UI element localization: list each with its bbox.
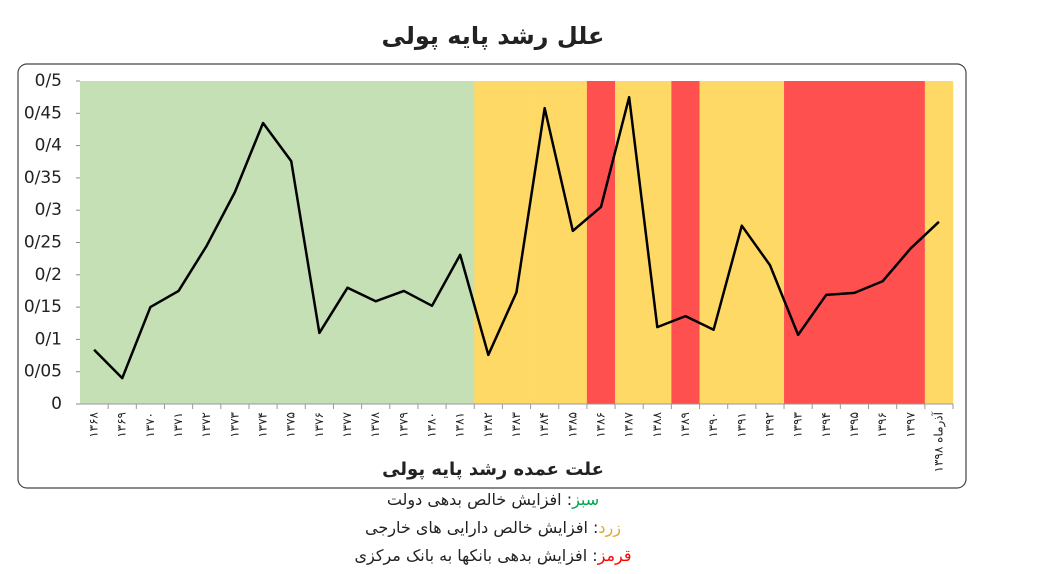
y-tick-label: 0/45 [24, 103, 62, 123]
legend-entry: قرمز: افزایش بدهی بانکها به بانک مرکزی [0, 546, 986, 565]
chart-frame [17, 63, 967, 489]
x-tick-label: ۱۳۸۵ [565, 412, 579, 438]
x-tick-label: ۱۳۹۲ [762, 412, 776, 438]
category-band [615, 81, 644, 404]
category-band [840, 81, 869, 404]
x-tick-label: ۱۳۷۰ [143, 412, 157, 438]
legend-color-name: سبز [572, 490, 600, 509]
x-tick-label: ۱۳۹۶ [875, 412, 889, 438]
category-band [305, 81, 334, 404]
category-band [277, 81, 306, 404]
category-band [164, 81, 193, 404]
x-tick-label: ۱۳۸۴ [537, 412, 551, 438]
chart-title: علل رشد پایه پولی [382, 22, 605, 50]
y-tick-label: 0/5 [35, 71, 62, 91]
category-band [558, 81, 588, 404]
category-band [671, 81, 700, 404]
x-tick-label: ۱۳۷۳ [227, 411, 241, 437]
category-band [417, 81, 447, 404]
y-tick-label: 0/15 [24, 297, 62, 317]
x-axis-title: علت عمده رشد پایه پولی [382, 459, 604, 480]
category-band [248, 81, 278, 404]
legend-text: : افزایش بدهی بانکها به بانک مرکزی [354, 546, 598, 565]
category-band [812, 81, 841, 404]
x-tick-label: ۱۳۷۱ [171, 412, 185, 438]
x-tick-label: ۱۳۶۸ [87, 411, 101, 437]
y-tick-label: 0/35 [24, 168, 62, 188]
y-tick-label: 0/25 [24, 233, 62, 253]
category-band [474, 81, 503, 404]
legend-entry: زرد: افزایش خالص دارایی های خارجی [0, 518, 986, 537]
category-band [446, 81, 475, 404]
y-tick-label: 0/2 [35, 265, 62, 285]
y-tick-label: 0/3 [35, 200, 62, 220]
x-tick-label: ۱۳۸۸ [650, 411, 664, 437]
x-tick-label: ۱۳۸۳ [509, 411, 523, 437]
category-band [755, 81, 785, 404]
category-band [868, 81, 897, 404]
category-band [80, 81, 109, 404]
y-tick-label: 0/4 [35, 136, 62, 156]
category-band [136, 81, 165, 404]
legend-text: : افزایش خالص دارایی های خارجی [365, 518, 599, 537]
legend-color-name: زرد [598, 518, 621, 537]
x-tick-label: ۱۳۹۳ [791, 411, 805, 437]
x-tick-label: ۱۳۸۱ [453, 412, 467, 438]
legend-color-name: قرمز [597, 546, 632, 565]
x-tick-label: ۱۳۸۲ [481, 412, 495, 438]
x-tick-label: ۱۳۹۱ [734, 412, 748, 438]
x-tick-label: ۱۳۸۷ [622, 411, 636, 437]
category-band [530, 81, 560, 404]
x-tick-label: ۱۳۷۲ [199, 412, 213, 438]
category-band [361, 81, 391, 404]
category-band [333, 81, 362, 404]
x-tick-label: ۱۳۹۷ [903, 411, 917, 437]
x-tick-label: ۱۳۷۹ [396, 412, 410, 438]
x-tick-label: ۱۳۹۵ [847, 412, 861, 438]
y-tick-label: 0 [51, 394, 62, 414]
legend-text: : افزایش خالص بدهی دولت [386, 490, 573, 509]
category-band [924, 81, 954, 404]
y-tick-label: 0/05 [24, 362, 62, 382]
category-band [586, 81, 616, 404]
x-tick-label: ۱۳۸۹ [678, 412, 692, 438]
x-tick-label: ۱۳۸۰ [425, 412, 439, 438]
category-band [784, 81, 813, 404]
category-band [108, 81, 137, 404]
legend-entry: سبز: افزایش خالص بدهی دولت [0, 490, 986, 509]
x-tick-label: ۱۳۷۶ [312, 412, 326, 438]
category-band [727, 81, 757, 404]
x-tick-label: ۱۳۷۵ [284, 412, 298, 438]
x-tick-label: ۱۳۹۴ [819, 412, 833, 438]
x-tick-label: ۱۳۷۷ [340, 411, 354, 437]
category-band [699, 81, 729, 404]
x-tick-label: ۱۳۶۹ [115, 412, 129, 438]
category-band [502, 81, 531, 404]
x-tick-label: ۱۳۷۴ [256, 412, 270, 438]
category-band [220, 81, 250, 404]
x-tick-label: ۱۳۸۶ [593, 412, 607, 438]
category-band [192, 81, 222, 404]
category-band [896, 81, 926, 404]
x-tick-label: ۱۳۹۰ [706, 412, 720, 438]
category-band [389, 81, 419, 404]
x-tick-label: ۱۳۷۸ [368, 411, 382, 437]
y-tick-label: 0/1 [35, 329, 62, 349]
line [93, 95, 940, 380]
x-tick-label: آذرماه ۱۳۹۸ [930, 411, 946, 472]
